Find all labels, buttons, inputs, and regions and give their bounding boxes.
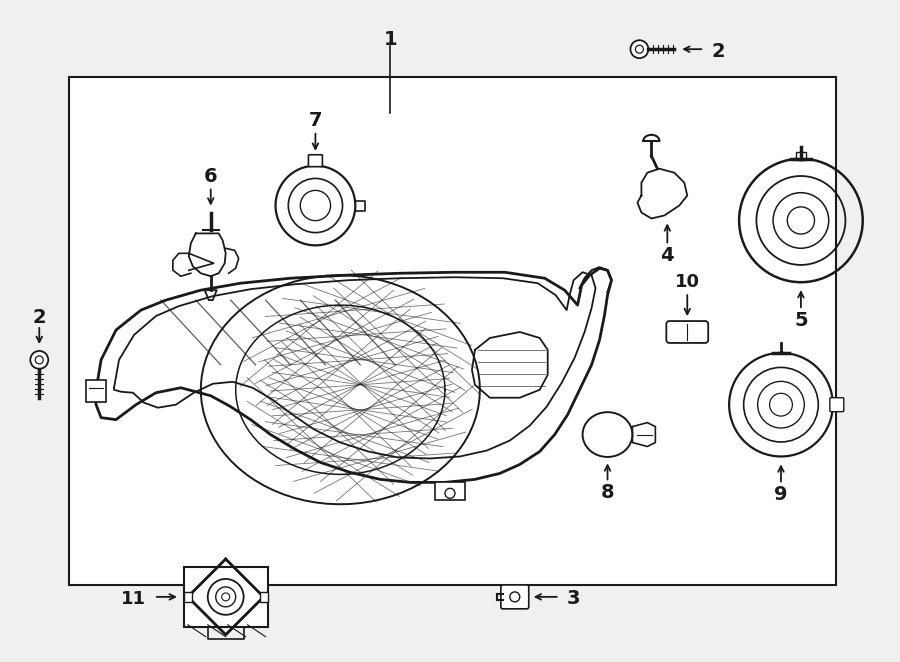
Bar [184, 592, 192, 602]
Text: 10: 10 [675, 273, 700, 291]
Bar [68, 77, 836, 585]
Circle shape [630, 40, 648, 58]
FancyBboxPatch shape [666, 321, 708, 343]
Circle shape [31, 351, 49, 369]
Text: 9: 9 [774, 485, 788, 504]
FancyBboxPatch shape [309, 155, 322, 167]
Text: 2: 2 [711, 42, 724, 61]
FancyBboxPatch shape [830, 398, 844, 412]
Text: 4: 4 [661, 246, 674, 265]
Text: 7: 7 [309, 111, 322, 130]
Text: 1: 1 [383, 30, 397, 49]
Text: 8: 8 [600, 483, 615, 502]
Bar [796, 152, 806, 160]
Bar [259, 592, 267, 602]
FancyBboxPatch shape [500, 585, 529, 609]
Bar [184, 567, 267, 627]
Bar [435, 483, 465, 500]
Bar [86, 380, 106, 402]
Text: 6: 6 [204, 167, 218, 186]
Text: 5: 5 [794, 310, 807, 330]
Text: 3: 3 [567, 589, 580, 608]
Text: 2: 2 [32, 308, 46, 326]
Text: 11: 11 [121, 590, 146, 608]
